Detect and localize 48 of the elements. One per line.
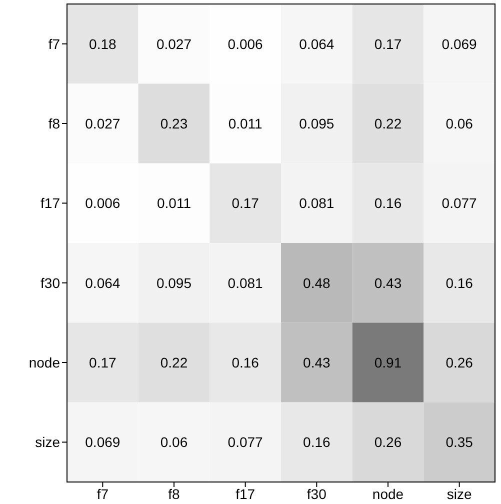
data-label: 0.06	[160, 434, 188, 450]
data-label: 0.16	[232, 354, 260, 370]
data-label: 0.22	[374, 116, 402, 132]
data-label: 0.011	[157, 195, 192, 212]
data-label: 0.26	[374, 434, 402, 450]
data-label: 0.16	[374, 195, 402, 212]
data-label: 0.081	[228, 274, 264, 291]
data-label: 0.077	[442, 195, 478, 212]
data-label: 0.064	[299, 36, 334, 52]
data-label: 0.077	[228, 434, 264, 450]
data-label: 0.17	[232, 195, 260, 212]
x-tick-label: f7	[96, 486, 109, 502]
data-label: 0.027	[85, 116, 120, 132]
data-label: 0.18	[89, 36, 117, 52]
data-label: 0.006	[85, 195, 120, 212]
data-label: 0.069	[442, 36, 478, 52]
data-label: 0.095	[156, 274, 192, 291]
y-tick-label: f8	[48, 116, 60, 132]
data-label: 0.081	[299, 195, 334, 212]
y-tick-label: f30	[40, 274, 60, 291]
data-label: 0.006	[228, 36, 264, 52]
y-tick-label: f17	[40, 195, 60, 212]
data-label: 0.069	[85, 434, 120, 450]
data-label: 0.43	[374, 274, 402, 291]
x-tick-label: f8	[168, 486, 180, 502]
x-tick-label: f30	[306, 486, 327, 502]
data-label: 0.23	[160, 116, 188, 132]
data-label: 0.17	[89, 354, 117, 370]
y-tick-label: size	[35, 434, 60, 450]
data-label: 0.35	[446, 434, 474, 450]
data-label: 0.027	[156, 36, 192, 52]
data-label: 0.48	[303, 274, 331, 291]
data-label: 0.011	[228, 116, 263, 132]
data-label: 0.91	[374, 354, 402, 370]
data-label: 0.22	[160, 354, 188, 370]
data-label: 0.16	[446, 274, 474, 291]
y-tick-label: node	[28, 354, 60, 370]
data-label: 0.26	[446, 354, 474, 370]
y-tick-label: f7	[48, 36, 60, 52]
x-tick-label: size	[446, 486, 472, 502]
data-label: 0.17	[374, 36, 402, 52]
data-label: 0.06	[446, 116, 474, 132]
data-label: 0.16	[303, 434, 331, 450]
data-label: 0.43	[303, 354, 331, 370]
data-label: 0.095	[299, 116, 334, 132]
x-tick-label: node	[372, 486, 404, 502]
data-label: 0.064	[85, 274, 120, 291]
x-tick-label: f17	[236, 486, 256, 502]
